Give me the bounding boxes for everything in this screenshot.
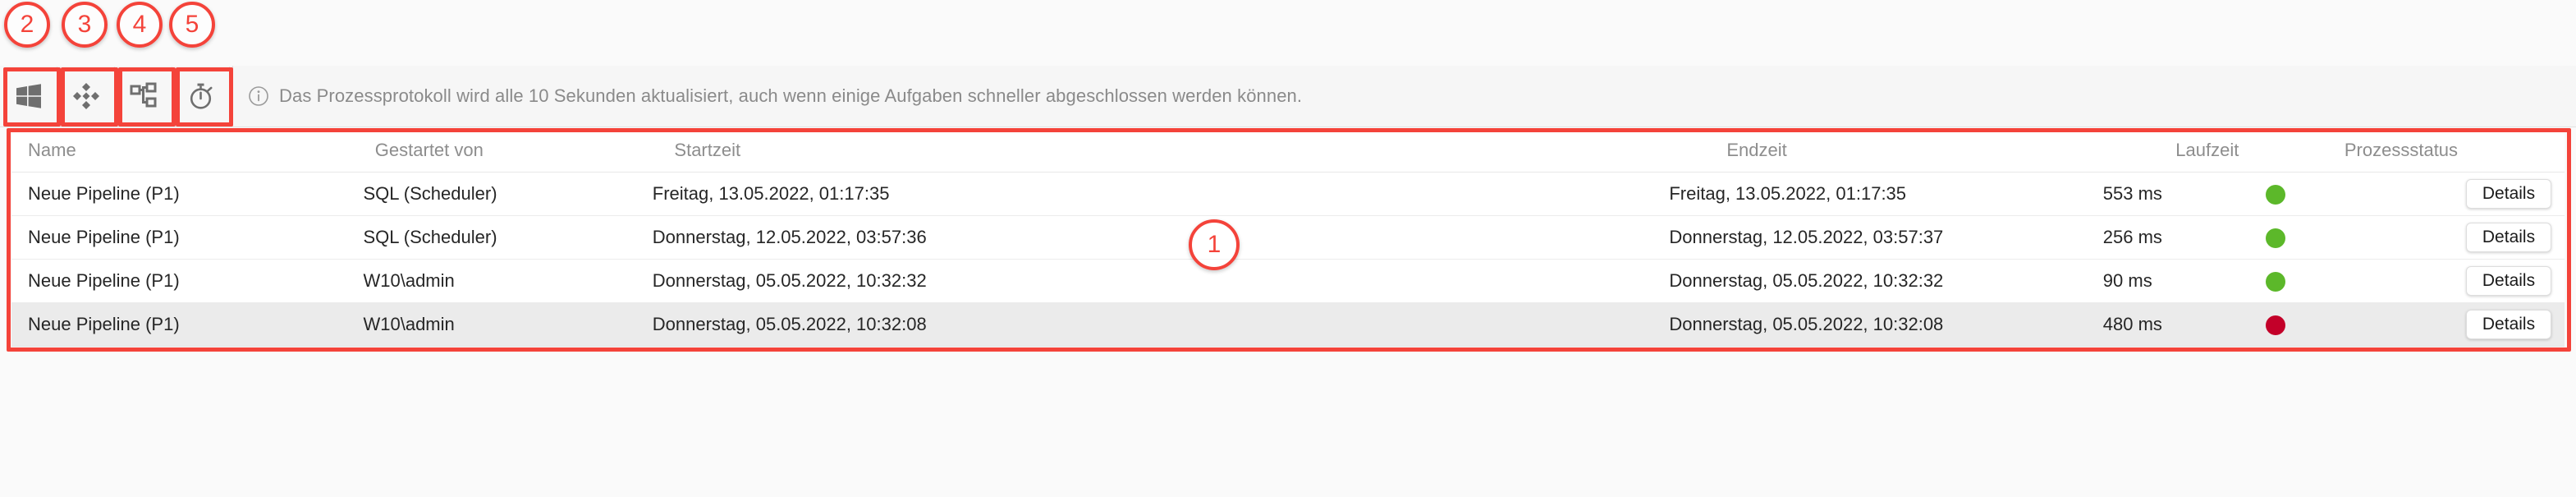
stopwatch-icon bbox=[187, 82, 215, 110]
cell-runtime: 90 ms bbox=[2102, 270, 2152, 291]
cell-name: Neue Pipeline (P1) bbox=[28, 183, 180, 204]
cell-status bbox=[2266, 183, 2466, 205]
toolbar-button-move[interactable] bbox=[57, 67, 115, 126]
details-button[interactable]: Details bbox=[2466, 310, 2551, 339]
cell-actions: Details bbox=[2466, 179, 2565, 209]
column-header-status[interactable]: Prozessstatus bbox=[2344, 140, 2459, 160]
cell-started-by: SQL (Scheduler) bbox=[363, 183, 497, 204]
column-header-start-time[interactable]: Startzeit bbox=[674, 140, 741, 160]
windows-grid-icon bbox=[15, 82, 43, 110]
annotation-marker-5: 5 bbox=[169, 2, 215, 48]
column-header-end-time[interactable]: Endzeit bbox=[1726, 140, 1787, 160]
cell-runtime: 553 ms bbox=[2102, 183, 2162, 204]
cell-started-by: W10\admin bbox=[363, 270, 455, 291]
toolbar: Das Prozessprotokoll wird alle 10 Sekund… bbox=[0, 66, 2576, 127]
cell-name: Neue Pipeline (P1) bbox=[28, 270, 180, 291]
cell-end-time: Donnerstag, 05.05.2022, 10:32:08 bbox=[1669, 314, 1944, 334]
table-row[interactable]: Neue Pipeline (P1) W10\admin Donnerstag,… bbox=[11, 260, 2565, 303]
cell-status bbox=[2266, 314, 2466, 336]
cell-start-time: Donnerstag, 05.05.2022, 10:32:32 bbox=[652, 270, 927, 291]
info-message: Das Prozessprotokoll wird alle 10 Sekund… bbox=[279, 85, 1303, 106]
cell-actions: Details bbox=[2466, 223, 2565, 252]
cell-runtime: 480 ms bbox=[2102, 314, 2162, 334]
cell-status bbox=[2266, 227, 2466, 249]
table-row[interactable]: Neue Pipeline (P1) SQL (Scheduler) Freit… bbox=[11, 173, 2565, 216]
sitemap-icon bbox=[130, 82, 158, 110]
table-row[interactable]: Neue Pipeline (P1) SQL (Scheduler) Donne… bbox=[11, 216, 2565, 260]
move-diamond-icon bbox=[72, 82, 100, 110]
column-header-started-by[interactable]: Gestartet von bbox=[374, 140, 484, 160]
info-bar: Das Prozessprotokoll wird alle 10 Sekund… bbox=[233, 66, 1302, 127]
table-header-row: Name Gestartet von Startzeit Endzeit Lau… bbox=[11, 129, 2565, 173]
status-indicator-success bbox=[2266, 185, 2286, 205]
status-indicator-error bbox=[2266, 315, 2286, 336]
cell-start-time: Donnerstag, 05.05.2022, 10:32:08 bbox=[652, 314, 927, 334]
toolbar-button-windows[interactable] bbox=[0, 67, 57, 126]
cell-name: Neue Pipeline (P1) bbox=[28, 314, 180, 334]
toolbar-button-group bbox=[0, 66, 230, 127]
toolbar-button-process-log[interactable] bbox=[172, 67, 230, 126]
toolbar-button-sitemap[interactable] bbox=[115, 67, 172, 126]
annotation-marker-3: 3 bbox=[62, 2, 108, 48]
annotation-marker-2: 2 bbox=[4, 2, 50, 48]
status-indicator-success bbox=[2266, 228, 2286, 249]
cell-start-time: Donnerstag, 12.05.2022, 03:57:36 bbox=[652, 227, 927, 247]
cell-actions: Details bbox=[2466, 310, 2565, 339]
info-circle-icon bbox=[248, 85, 269, 107]
table-row[interactable]: Neue Pipeline (P1) W10\admin Donnerstag,… bbox=[11, 303, 2565, 347]
cell-start-time: Freitag, 13.05.2022, 01:17:35 bbox=[652, 183, 890, 204]
details-button[interactable]: Details bbox=[2466, 223, 2551, 252]
cell-runtime: 256 ms bbox=[2102, 227, 2162, 247]
cell-started-by: SQL (Scheduler) bbox=[363, 227, 497, 247]
annotation-marker-4: 4 bbox=[117, 2, 163, 48]
column-header-runtime[interactable]: Laufzeit bbox=[2175, 140, 2239, 160]
details-button[interactable]: Details bbox=[2466, 266, 2551, 296]
process-log-table: Name Gestartet von Startzeit Endzeit Lau… bbox=[11, 129, 2565, 347]
details-button[interactable]: Details bbox=[2466, 179, 2551, 209]
cell-end-time: Donnerstag, 05.05.2022, 10:32:32 bbox=[1669, 270, 1944, 291]
status-indicator-success bbox=[2266, 272, 2286, 292]
cell-name: Neue Pipeline (P1) bbox=[28, 227, 180, 247]
cell-status bbox=[2266, 270, 2466, 292]
cell-end-time: Freitag, 13.05.2022, 01:17:35 bbox=[1669, 183, 1907, 204]
cell-end-time: Donnerstag, 12.05.2022, 03:57:37 bbox=[1669, 227, 1944, 247]
cell-started-by: W10\admin bbox=[363, 314, 455, 334]
column-header-name[interactable]: Name bbox=[28, 140, 76, 160]
cell-actions: Details bbox=[2466, 266, 2565, 296]
